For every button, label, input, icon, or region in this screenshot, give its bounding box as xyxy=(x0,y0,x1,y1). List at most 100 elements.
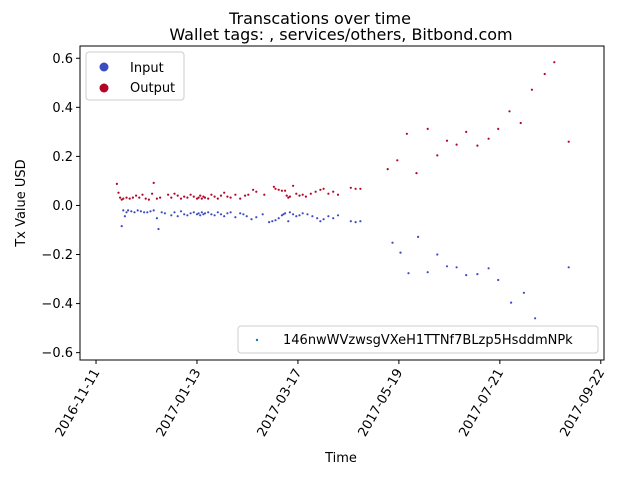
output-point xyxy=(497,127,500,130)
y-tick-label: −0.2 xyxy=(41,248,73,263)
output-point xyxy=(476,144,479,147)
output-point xyxy=(144,197,147,200)
input-point xyxy=(122,209,125,212)
legend-output-label: Output xyxy=(130,81,175,96)
input-point xyxy=(179,210,183,213)
output-point xyxy=(519,121,522,125)
input-point xyxy=(282,213,285,216)
input-point xyxy=(229,211,232,214)
output-point xyxy=(173,192,176,195)
input-point xyxy=(139,210,142,213)
input-point xyxy=(455,266,458,269)
output-point xyxy=(229,196,232,199)
input-point xyxy=(149,210,152,213)
input-point xyxy=(280,214,283,217)
output-point xyxy=(216,197,219,200)
input-point xyxy=(186,214,189,217)
legend-output-marker xyxy=(99,83,109,93)
output-point xyxy=(349,186,352,189)
input-point xyxy=(125,211,128,214)
input-point xyxy=(487,267,490,270)
input-point xyxy=(426,271,429,274)
input-point xyxy=(476,273,479,276)
y-axis: −0.6 −0.4 −0.2 0.0 0.2 0.4 0.6 xyxy=(41,52,80,361)
output-point xyxy=(301,193,304,196)
output-point xyxy=(426,127,429,130)
output-point xyxy=(152,181,155,184)
output-point xyxy=(298,194,301,197)
input-point xyxy=(219,213,223,216)
input-point xyxy=(160,211,163,214)
input-point xyxy=(277,217,280,220)
output-point xyxy=(292,184,295,187)
output-point xyxy=(567,140,570,143)
input-point xyxy=(292,213,295,216)
input-point xyxy=(136,209,139,212)
output-point xyxy=(288,195,291,198)
output-point xyxy=(272,185,275,188)
input-point xyxy=(336,214,340,217)
output-point xyxy=(151,192,154,195)
output-point xyxy=(487,137,490,140)
y-tick-label: 0.0 xyxy=(52,199,73,214)
output-point xyxy=(543,72,546,76)
output-point xyxy=(183,195,186,198)
output-point xyxy=(263,193,266,196)
output-point xyxy=(135,194,138,197)
input-point xyxy=(155,217,158,220)
input-point xyxy=(123,215,126,218)
output-point xyxy=(195,197,199,200)
input-point xyxy=(534,317,537,320)
input-point xyxy=(288,211,291,214)
output-point xyxy=(213,195,216,198)
input-point xyxy=(183,213,186,216)
input-point xyxy=(242,213,245,216)
output-point xyxy=(159,196,162,199)
input-point xyxy=(445,265,449,268)
output-point xyxy=(436,154,439,157)
output-point xyxy=(170,196,173,199)
input-point xyxy=(143,211,146,214)
input-point xyxy=(176,215,179,218)
output-point xyxy=(255,190,258,193)
output-point xyxy=(147,198,150,201)
output-point xyxy=(179,197,183,200)
output-point xyxy=(199,194,202,197)
legend-wallet-marker xyxy=(255,338,259,342)
output-point xyxy=(508,110,511,113)
output-point xyxy=(322,187,325,190)
output-point xyxy=(189,193,192,196)
input-point xyxy=(189,212,192,215)
output-point xyxy=(234,193,237,196)
output-point xyxy=(319,188,322,191)
output-point xyxy=(405,132,408,135)
legend-series-box xyxy=(85,51,185,101)
output-point xyxy=(396,159,399,162)
input-point xyxy=(319,220,322,223)
output-point xyxy=(465,130,468,133)
output-point xyxy=(327,192,330,195)
input-point xyxy=(510,301,513,304)
output-point xyxy=(530,88,534,91)
output-point xyxy=(202,195,205,198)
output-point xyxy=(210,193,213,196)
output-point xyxy=(553,61,556,64)
output-point xyxy=(138,196,141,199)
y-tick-label: 0.4 xyxy=(52,101,73,116)
output-point xyxy=(226,195,229,198)
input-point xyxy=(163,212,166,215)
output-point xyxy=(314,190,317,193)
output-point xyxy=(284,189,287,192)
output-point xyxy=(207,197,210,200)
output-point xyxy=(336,193,340,196)
output-point xyxy=(167,193,170,196)
output-point xyxy=(280,189,283,192)
output-point xyxy=(239,197,242,200)
output-point xyxy=(247,193,250,196)
y-axis-label: Tx Value USD xyxy=(14,159,29,247)
output-point xyxy=(223,191,226,194)
input-point xyxy=(213,214,216,217)
input-point xyxy=(567,266,570,269)
y-tick-label: −0.4 xyxy=(41,297,73,312)
